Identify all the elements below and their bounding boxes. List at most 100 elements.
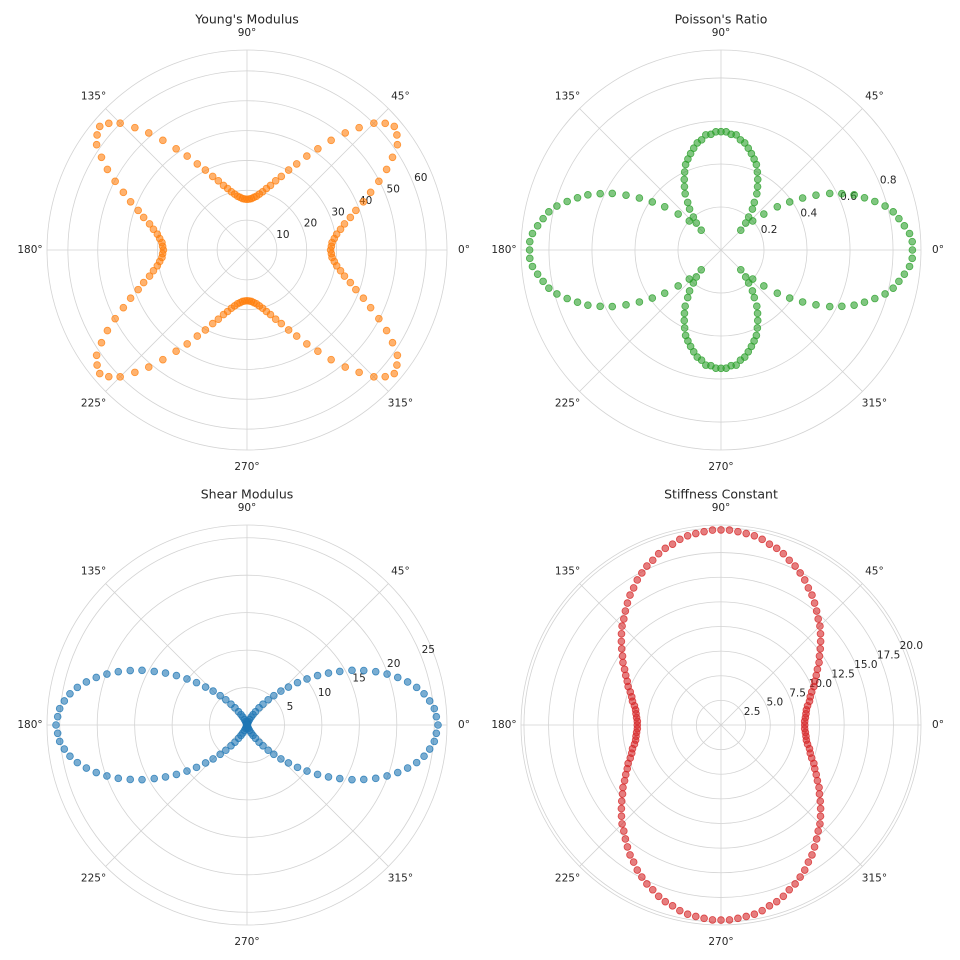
angle-tick-label: 90° bbox=[712, 27, 731, 39]
point bbox=[93, 361, 101, 369]
point bbox=[126, 775, 135, 784]
point bbox=[742, 912, 751, 921]
point bbox=[327, 136, 335, 145]
point bbox=[573, 298, 582, 307]
point bbox=[753, 189, 761, 198]
point bbox=[138, 666, 146, 675]
point bbox=[55, 737, 64, 746]
point bbox=[371, 774, 380, 783]
point bbox=[708, 916, 717, 924]
point bbox=[359, 775, 368, 784]
point bbox=[905, 229, 914, 238]
point bbox=[425, 745, 434, 753]
point bbox=[680, 324, 689, 332]
point bbox=[808, 851, 816, 859]
point bbox=[804, 858, 813, 866]
point bbox=[313, 770, 322, 779]
radial-tick-label: 25 bbox=[422, 644, 435, 656]
point bbox=[618, 622, 626, 630]
point bbox=[633, 866, 642, 874]
point bbox=[661, 544, 670, 553]
point bbox=[66, 689, 74, 698]
point bbox=[800, 724, 809, 733]
point bbox=[825, 302, 834, 311]
point bbox=[183, 340, 191, 348]
point bbox=[303, 152, 311, 160]
point bbox=[264, 695, 272, 704]
point bbox=[214, 176, 223, 185]
point bbox=[685, 217, 694, 225]
point bbox=[432, 712, 441, 721]
point bbox=[748, 275, 757, 283]
point bbox=[227, 700, 235, 709]
point bbox=[525, 254, 534, 263]
point bbox=[371, 667, 380, 676]
point bbox=[119, 303, 128, 312]
point bbox=[626, 591, 634, 599]
point bbox=[680, 182, 689, 191]
angular-grid-line bbox=[720, 724, 863, 867]
point bbox=[82, 764, 91, 772]
point bbox=[765, 540, 774, 548]
point bbox=[201, 759, 210, 767]
point bbox=[111, 177, 119, 186]
point bbox=[563, 294, 571, 303]
point bbox=[119, 188, 128, 197]
point bbox=[871, 294, 879, 303]
point bbox=[717, 526, 725, 534]
point bbox=[889, 208, 897, 216]
point bbox=[201, 326, 210, 334]
point bbox=[772, 544, 781, 553]
point bbox=[753, 182, 762, 191]
chart-title: Stiffness Constant bbox=[664, 487, 778, 502]
point bbox=[908, 246, 917, 254]
angle-tick-label: 45° bbox=[865, 91, 884, 103]
point bbox=[73, 683, 82, 692]
point bbox=[617, 645, 626, 653]
point bbox=[753, 309, 762, 318]
polar-spine bbox=[46, 49, 448, 451]
point bbox=[563, 197, 571, 206]
point bbox=[222, 695, 230, 704]
radial-tick-label: 5 bbox=[287, 701, 294, 713]
point bbox=[725, 916, 734, 924]
point bbox=[271, 315, 280, 324]
point bbox=[208, 172, 217, 181]
point bbox=[214, 315, 223, 324]
radial-tick-label: 0.2 bbox=[761, 224, 778, 236]
point bbox=[138, 775, 146, 784]
point bbox=[700, 914, 708, 923]
point bbox=[539, 277, 547, 286]
point bbox=[660, 289, 669, 298]
point bbox=[525, 237, 534, 246]
point bbox=[683, 293, 692, 302]
radial-tick-label: 20 bbox=[387, 658, 400, 670]
point bbox=[208, 319, 217, 328]
point bbox=[390, 369, 399, 378]
point bbox=[860, 193, 869, 202]
point bbox=[816, 622, 824, 630]
point bbox=[277, 319, 286, 328]
point bbox=[654, 892, 663, 901]
point bbox=[375, 314, 383, 323]
polar-axes: Poisson's Ratio 0° 45° 90° 135° 180° 225° 270° 3… bbox=[491, 12, 944, 474]
point bbox=[596, 189, 604, 198]
point bbox=[584, 191, 592, 199]
point bbox=[908, 254, 917, 263]
point bbox=[800, 866, 809, 874]
point bbox=[620, 615, 628, 623]
point bbox=[348, 775, 356, 784]
point bbox=[685, 205, 694, 213]
point bbox=[134, 206, 142, 215]
angle-tick-label: 270° bbox=[708, 936, 733, 948]
angle-tick-label: 45° bbox=[391, 91, 410, 103]
point bbox=[145, 220, 154, 228]
point bbox=[390, 122, 399, 131]
point bbox=[814, 827, 822, 835]
point bbox=[871, 197, 879, 206]
angular-grid-line bbox=[579, 724, 722, 867]
point bbox=[412, 758, 421, 767]
point bbox=[691, 912, 700, 921]
point bbox=[800, 576, 809, 584]
